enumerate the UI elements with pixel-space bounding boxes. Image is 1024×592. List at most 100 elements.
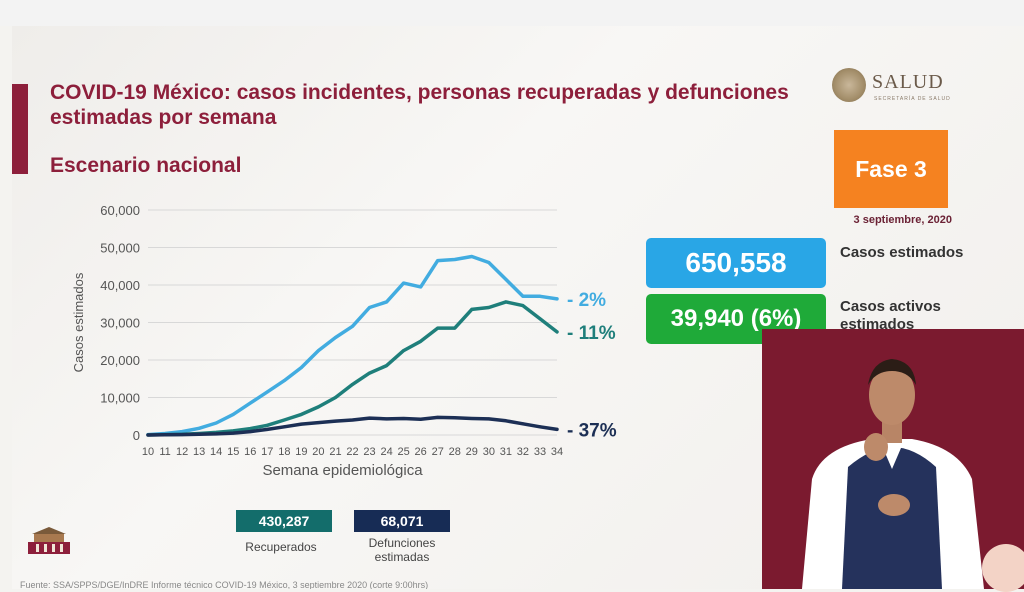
x-tick-label: 30 [483,446,495,458]
x-tick-label: 15 [227,446,239,458]
data-point-recovered [385,364,389,368]
slide-subtitle: Escenario nacional [50,154,242,177]
data-point-cases [402,281,406,285]
data-point-cases [248,401,252,405]
data-point-deaths [231,431,235,435]
data-point-recovered [282,418,286,422]
x-tick-label: 20 [312,446,324,458]
data-point-recovered [504,300,508,304]
y-tick-label: 20,000 [100,353,140,368]
data-point-deaths [521,422,525,426]
x-tick-label: 22 [346,446,358,458]
government-building-icon [28,527,70,554]
data-point-cases [555,297,559,301]
slide-title: COVID-19 México: casos incidentes, perso… [50,81,789,129]
data-point-cases [351,324,354,328]
data-point-cases [265,390,269,394]
data-point-recovered [470,307,474,311]
x-tick-label: 33 [534,446,546,458]
data-point-recovered [333,396,337,399]
data-point-cases [521,294,525,298]
data-point-recovered [453,326,457,330]
data-point-cases [504,277,508,281]
series-line-cases [146,254,559,437]
end-label-deaths: - 37% [567,420,617,441]
x-tick-label: 10 [142,446,154,458]
data-point-deaths [419,417,423,421]
x-tick-label: 34 [551,446,563,458]
logo-subtext: SECRETARÍA DE SALUD [874,96,951,102]
data-point-recovered [402,349,406,353]
x-tick-label: 17 [261,446,273,458]
x-tick-label: 13 [193,446,205,458]
estimated-cases-value: 650,558 [646,238,826,288]
x-tick-label: 14 [210,446,222,458]
data-point-cases [197,426,201,430]
data-point-recovered [538,317,542,321]
recovered-total: 430,287 [236,510,332,532]
data-point-recovered [368,371,372,375]
phase-badge: Fase 3 [834,130,948,208]
data-point-cases [385,300,389,304]
series-line-recovered [146,300,559,437]
data-point-cases [282,379,286,383]
x-tick-label: 12 [176,446,188,458]
source-footnote: Fuente: SSA/SPPS/DGE/InDRE Informe técni… [20,580,429,589]
x-tick-label: 31 [500,446,512,458]
x-axis-label: Semana epidemiológica [262,462,423,479]
data-point-deaths [180,433,184,437]
data-point-cases [419,285,423,289]
data-point-deaths [487,417,491,421]
active-cases-label: Casos activos estimados [840,298,941,333]
data-point-recovered [265,423,269,427]
salud-logo: SALUD SECRETARÍA DE SALUD [832,68,962,108]
interpreter-figure [762,329,1024,589]
y-tick-label: 0 [133,428,140,443]
data-point-deaths [538,425,542,429]
data-point-deaths [470,417,474,420]
x-tick-label: 32 [517,446,529,458]
data-point-deaths [214,432,218,436]
x-tick-label: 28 [449,446,461,458]
data-point-deaths [197,432,201,436]
presentation-slide: COVID-19 México: casos incidentes, perso… [12,26,1024,589]
title-accent-bar [12,84,28,174]
data-point-deaths [555,427,559,431]
data-point-cases [453,258,457,261]
data-point-recovered [436,326,440,330]
deaths-label: Defunciones estimadas [368,536,436,564]
data-point-deaths [316,421,320,425]
data-point-deaths [351,418,354,422]
data-point-cases [333,336,337,339]
logo-text: SALUD [872,71,944,93]
sign-language-interpreter-video [762,329,1024,589]
x-tick-label: 27 [432,446,444,458]
x-tick-label: 23 [363,446,375,458]
deaths-total: 68,071 [354,510,450,532]
x-tick-label: 29 [466,446,478,458]
x-tick-label: 19 [295,446,307,458]
data-point-cases [436,259,440,263]
data-point-recovered [555,330,559,334]
national-seal-icon [832,68,866,102]
corner-logo-icon [982,544,1024,592]
data-point-deaths [385,417,389,421]
data-point-deaths [504,419,508,423]
data-point-deaths [402,417,406,420]
data-point-deaths [146,433,150,437]
x-tick-label: 18 [278,446,290,458]
data-point-deaths [265,427,269,431]
x-tick-label: 25 [398,446,410,458]
data-point-recovered [419,339,423,343]
data-point-recovered [316,405,320,409]
data-point-deaths [368,416,372,420]
data-point-cases [231,412,235,416]
end-label-recovered: - 11% [567,323,616,344]
weekly-cases-chart: 0 10,000 20,000 30,000 40,000 50,000 60,000 10 1… [71,203,617,479]
data-point-recovered [487,306,491,309]
end-label-cases: - 2% [567,290,606,311]
data-point-deaths [163,433,167,437]
x-tick-label: 16 [244,446,256,458]
top-bar [0,0,1024,26]
data-point-deaths [248,430,252,434]
